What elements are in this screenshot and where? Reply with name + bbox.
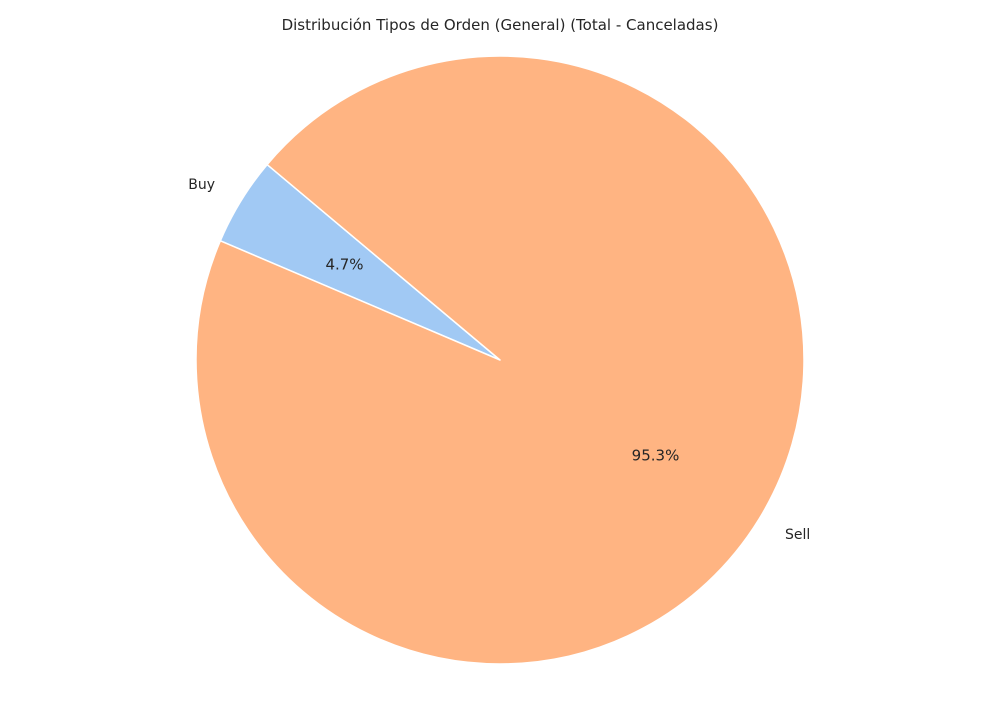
chart-title: Distribución Tipos de Orden (General) (T… (282, 16, 719, 34)
pct-label-buy: 4.7% (325, 256, 363, 274)
slice-label-sell: Sell (785, 527, 810, 543)
slice-label-buy: Buy (188, 177, 215, 193)
pie-slice-sell (195, 55, 805, 665)
labels-layer: 4.7% Buy 95.3% Sell (188, 177, 810, 543)
slices-layer (195, 55, 805, 665)
pct-label-sell: 95.3% (632, 446, 680, 464)
